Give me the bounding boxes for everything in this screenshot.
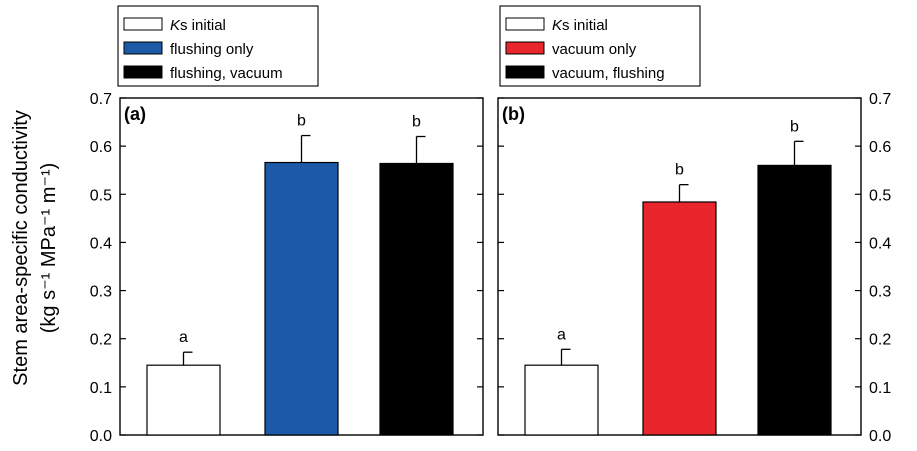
panel-a-y-tick-label: 0.7	[90, 91, 112, 108]
panel-a-significance-letter: b	[412, 114, 421, 131]
panel-b-legend-label-text: s initial	[562, 17, 608, 34]
panel-a-y-tick-label: 0.1	[90, 380, 112, 397]
panel-a-y-tick-label: 0.5	[90, 187, 112, 204]
panel-a-legend-swatch	[123, 17, 163, 31]
panel-a-legend-label: flushing only	[170, 41, 254, 58]
panel-b-significance-letter: a	[557, 326, 566, 343]
panel-b-legend-swatch	[505, 41, 545, 55]
panel-a-legend-label-text: flushing, vacuum	[170, 65, 283, 82]
panel-b-legend-swatch	[505, 65, 545, 79]
y-axis-label-line2: (kg s⁻¹ MPa⁻¹ m⁻¹)	[38, 163, 60, 334]
panel-b-legend-label: Ks initial	[552, 17, 608, 34]
panel-a-significance-letter: a	[179, 329, 188, 346]
panel-b-y-tick-label: 0.3	[869, 284, 891, 301]
y-axis-label-line1: Stem area-specific conductivity	[10, 110, 32, 386]
panel-a-legend-label: Ks initial	[170, 17, 226, 34]
panel-b-y-tick-label: 0.1	[869, 380, 891, 397]
panel-a-legend-label-text: flushing only	[170, 41, 254, 58]
panel-a-legend-swatch	[123, 65, 163, 79]
panel-b-legend-label-italic: K	[552, 17, 563, 34]
panel-b-y-tick-label: 0.4	[869, 235, 891, 252]
panel-a-legend-swatch	[123, 41, 163, 55]
panel-a-y-tick-label: 0.2	[90, 332, 112, 349]
panel-b-bar	[642, 201, 717, 436]
panel-b-y-tick-label: 0.6	[869, 139, 891, 156]
panel-a-bar	[264, 161, 339, 436]
panel-a-legend-label-italic: K	[170, 17, 181, 34]
panel-b-bar	[524, 364, 599, 436]
panel-a-significance-letter: b	[297, 113, 306, 130]
panel-b-significance-letter: b	[675, 162, 684, 179]
panel-a-bar	[379, 162, 454, 436]
panel-a-legend-label: flushing, vacuum	[170, 65, 283, 82]
panel-b-y-tick-label: 0.7	[869, 91, 891, 108]
panel-b-panel-label: (b)	[502, 104, 525, 124]
panel-b-significance-letter: b	[790, 118, 799, 135]
panel-b-legend-label: vacuum only	[552, 41, 637, 58]
panel-b-y-tick-label: 0.5	[869, 187, 891, 204]
panel-b-legend-label-text: vacuum, flushing	[552, 65, 665, 82]
panel-b-y-tick-label: 0.2	[869, 332, 891, 349]
panel-a-y-tick-label: 0.4	[90, 235, 112, 252]
panel-a-y-tick-label: 0.3	[90, 284, 112, 301]
panel-b-y-tick-label: 0.0	[869, 428, 891, 445]
panel-b-legend-swatch	[505, 17, 545, 31]
panel-b-legend-label: vacuum, flushing	[552, 65, 665, 82]
panel-b-bar	[757, 164, 832, 436]
panel-a-bar	[146, 364, 221, 436]
panel-a-legend-label-text: s initial	[180, 17, 226, 34]
panel-a-y-tick-label: 0.6	[90, 139, 112, 156]
panel-a-y-tick-label: 0.0	[90, 428, 112, 445]
panel-a-panel-label: (a)	[124, 104, 146, 124]
panel-b-legend-label-text: vacuum only	[552, 41, 637, 58]
